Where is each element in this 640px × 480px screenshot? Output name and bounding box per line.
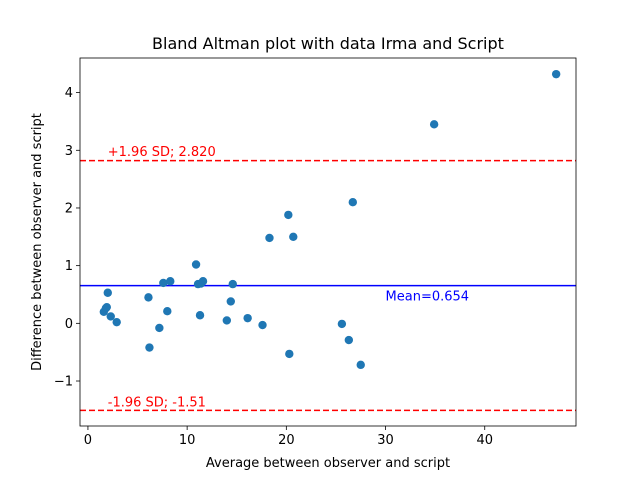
data-point-30 bbox=[429, 120, 439, 129]
y-tick-label-4: 3 bbox=[65, 144, 73, 159]
data-point-8 bbox=[155, 323, 164, 333]
y-tick-label-0: −1 bbox=[54, 375, 73, 390]
data-point-23 bbox=[284, 210, 293, 220]
data-point-4 bbox=[106, 312, 115, 321]
data-point-25 bbox=[289, 232, 298, 242]
data-point-17 bbox=[222, 316, 232, 325]
chart-title: Bland Altman plot with data Irma and Scr… bbox=[152, 34, 504, 53]
x-tick-label-3: 30 bbox=[377, 433, 394, 448]
data-point-12 bbox=[191, 260, 201, 269]
data-point-9 bbox=[159, 278, 168, 288]
y-tick-label-5: 4 bbox=[65, 86, 73, 101]
reference-label-2: -1.96 SD; -1.51 bbox=[108, 395, 206, 410]
plot-frame bbox=[79, 57, 577, 427]
data-points bbox=[99, 69, 561, 370]
data-point-18 bbox=[226, 297, 235, 306]
data-point-26 bbox=[337, 319, 347, 329]
data-point-20 bbox=[243, 313, 252, 323]
data-point-29 bbox=[356, 360, 365, 370]
data-point-14 bbox=[195, 311, 205, 320]
data-point-31 bbox=[551, 69, 561, 79]
data-point-11 bbox=[166, 277, 175, 286]
data-point-16 bbox=[198, 277, 208, 286]
x-axis-label: Average between observer and script bbox=[206, 456, 450, 471]
data-point-27 bbox=[344, 335, 354, 345]
axes: 0 10 20 30 40 −1 0 1 2 3 4 bbox=[54, 57, 577, 448]
plot-background bbox=[80, 58, 576, 426]
data-point-2 bbox=[102, 302, 111, 312]
reference-label-1: +1.96 SD; 2.820 bbox=[108, 145, 216, 160]
reference-label-0: Mean=0.654 bbox=[386, 289, 470, 304]
data-point-24 bbox=[285, 349, 294, 359]
data-point-6 bbox=[144, 293, 153, 302]
x-tick-label-4: 40 bbox=[476, 433, 493, 448]
plot-area bbox=[80, 58, 576, 426]
data-point-3 bbox=[103, 288, 112, 297]
y-axis-label: Difference between observer and script bbox=[30, 113, 45, 371]
data-point-5 bbox=[112, 317, 121, 327]
x-tick-label-0: 0 bbox=[84, 433, 92, 448]
data-point-22 bbox=[265, 233, 274, 243]
x-tick-label-2: 20 bbox=[278, 433, 295, 448]
data-point-7 bbox=[145, 343, 154, 352]
data-point-28 bbox=[348, 198, 357, 207]
y-tick-label-1: 0 bbox=[65, 317, 73, 332]
data-point-21 bbox=[258, 320, 267, 330]
y-tick-label-2: 1 bbox=[65, 259, 73, 274]
data-point-10 bbox=[163, 307, 172, 316]
data-point-19 bbox=[228, 279, 237, 289]
y-tick-label-3: 2 bbox=[65, 201, 73, 216]
x-tick-label-1: 10 bbox=[179, 433, 196, 448]
